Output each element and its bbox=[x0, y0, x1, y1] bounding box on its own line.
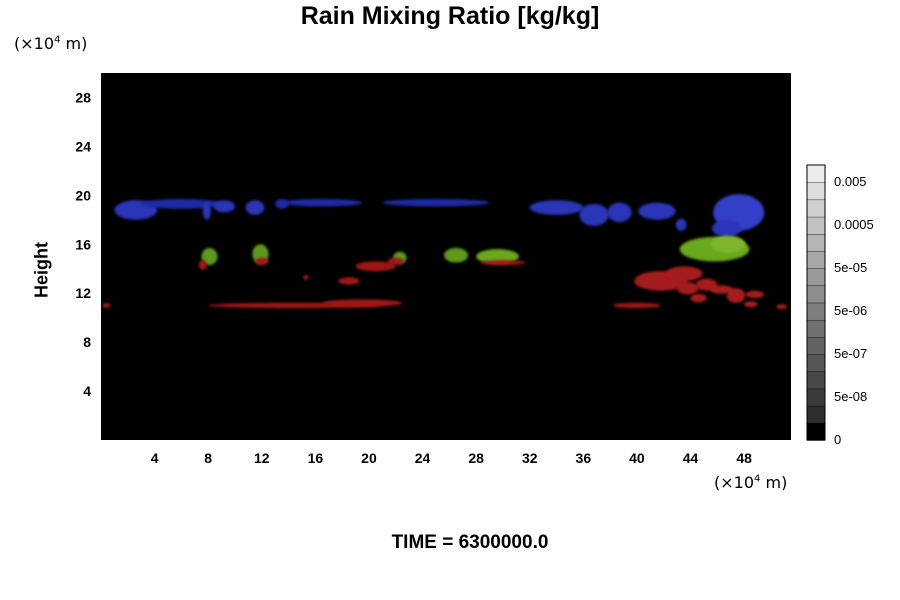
x-tick-label: 12 bbox=[254, 450, 270, 466]
rain-feature-25 bbox=[387, 257, 404, 266]
colorbar-tick-label: 5e-06 bbox=[834, 303, 867, 318]
colorbar-level bbox=[806, 353, 826, 372]
y-tick-label: 28 bbox=[75, 89, 91, 105]
x-tick-label: 16 bbox=[308, 450, 324, 466]
y-axis-unit: (×104 m) bbox=[14, 34, 88, 53]
x-tick-label: 20 bbox=[361, 450, 377, 466]
rain-feature-23 bbox=[255, 257, 269, 266]
colorbar-tick-label: 0.005 bbox=[834, 174, 867, 189]
rain-feature-41 bbox=[744, 301, 758, 308]
y-tick-label: 4 bbox=[83, 383, 91, 399]
time-label: TIME = 6300000.0 bbox=[391, 532, 549, 553]
colorbar-tick-label: 0.0005 bbox=[834, 217, 874, 232]
colorbar-level bbox=[806, 319, 826, 338]
colorbar-level bbox=[806, 405, 826, 424]
x-tick-label: 28 bbox=[468, 450, 484, 466]
x-tick-label: 48 bbox=[736, 450, 752, 466]
y-tick-label: 8 bbox=[83, 334, 91, 350]
rain-feature-30 bbox=[322, 299, 403, 307]
colorbar-level bbox=[806, 250, 826, 269]
colorbar-level bbox=[806, 164, 826, 183]
x-tick-label: 44 bbox=[683, 450, 699, 466]
rain-feature-18 bbox=[443, 247, 469, 263]
rain-feature-7 bbox=[382, 199, 490, 207]
colorbar-frame bbox=[806, 164, 826, 441]
colorbar-level bbox=[806, 285, 826, 304]
y-ticks: 4 8 12 16 20 24 28 bbox=[75, 89, 91, 399]
chart-title: Rain Mixing Ratio [kg/kg] bbox=[300, 2, 600, 30]
rain-feature-19 bbox=[476, 249, 520, 264]
rain-feature-35 bbox=[677, 282, 699, 295]
colorbar-level bbox=[806, 302, 826, 321]
y-tick-label: 24 bbox=[75, 138, 91, 154]
rain-feature-42 bbox=[776, 304, 787, 310]
colorbar-tick-label: 5e-07 bbox=[834, 346, 867, 361]
rain-feature-40 bbox=[745, 290, 765, 299]
rain-feature-37 bbox=[690, 293, 707, 303]
colorbar-tick-label: 5e-05 bbox=[834, 260, 867, 275]
x-tick-label: 24 bbox=[415, 450, 431, 466]
y-tick-label: 20 bbox=[75, 187, 91, 203]
colorbar-tick-label: 0 bbox=[834, 432, 841, 447]
colorbar-level bbox=[806, 267, 826, 287]
x-tick-label: 40 bbox=[629, 450, 645, 466]
rain-feature-9 bbox=[579, 203, 609, 226]
y-tick-label: 12 bbox=[75, 285, 91, 301]
rain-feature-31 bbox=[102, 302, 111, 308]
rain-feature-1 bbox=[141, 199, 222, 209]
x-tick-label: 32 bbox=[522, 450, 538, 466]
rain-feature-28 bbox=[480, 260, 526, 266]
colorbar: 0 5e-08 5e-07 5e-06 5e-05 0.0005 0.005 bbox=[806, 164, 874, 447]
rain-feature-4 bbox=[245, 200, 265, 215]
x-axis-unit: (×104 m) bbox=[714, 473, 788, 492]
rain-feature-6 bbox=[281, 199, 363, 207]
rain-feature-11 bbox=[638, 202, 676, 220]
rain-feature-24 bbox=[355, 261, 396, 272]
colorbar-level bbox=[806, 216, 826, 235]
colorbar-level bbox=[806, 336, 826, 355]
rain-feature-3 bbox=[213, 200, 235, 213]
rain-feature-39 bbox=[726, 288, 746, 303]
colorbar-level bbox=[806, 422, 826, 441]
rain-feature-27 bbox=[303, 274, 309, 280]
colorbar-level bbox=[806, 181, 826, 201]
rain-feature-14 bbox=[711, 219, 742, 237]
rain-features bbox=[102, 194, 787, 310]
rain-feature-32 bbox=[612, 302, 662, 309]
colorbar-level bbox=[806, 371, 826, 390]
colorbar-level bbox=[806, 388, 826, 407]
x-tick-label: 36 bbox=[576, 450, 592, 466]
rain-feature-38 bbox=[709, 285, 734, 294]
rain-feature-26 bbox=[338, 277, 360, 285]
rain-feature-8 bbox=[529, 200, 584, 215]
x-tick-label: 8 bbox=[204, 450, 212, 466]
x-ticks: 4 8 12 16 20 24 28 32 36 40 44 48 bbox=[151, 450, 752, 466]
rain-feature-10 bbox=[607, 202, 632, 223]
colorbar-level bbox=[806, 199, 826, 218]
rain-feature-21 bbox=[710, 235, 746, 253]
x-tick-label: 4 bbox=[151, 450, 159, 466]
rain-feature-34 bbox=[665, 266, 703, 281]
rain-feature-22 bbox=[198, 260, 207, 270]
rain-feature-15 bbox=[201, 247, 218, 266]
colorbar-level bbox=[806, 233, 826, 252]
rain-feature-12 bbox=[675, 218, 687, 231]
rain-feature-2 bbox=[202, 202, 211, 220]
colorbar-tick-label: 5e-08 bbox=[834, 389, 867, 404]
y-tick-label: 16 bbox=[75, 236, 91, 252]
